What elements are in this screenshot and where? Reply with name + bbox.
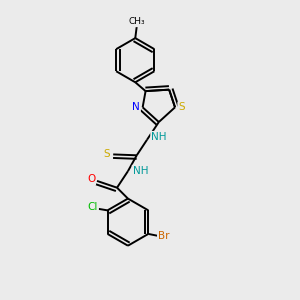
Text: NH: NH bbox=[151, 132, 166, 142]
Text: S: S bbox=[178, 102, 185, 112]
Text: N: N bbox=[132, 102, 140, 112]
Text: Cl: Cl bbox=[88, 202, 98, 212]
Text: S: S bbox=[103, 149, 110, 159]
Text: NH: NH bbox=[133, 166, 148, 176]
Text: CH₃: CH₃ bbox=[128, 17, 145, 26]
Text: Br: Br bbox=[158, 231, 170, 241]
Text: O: O bbox=[87, 174, 95, 184]
